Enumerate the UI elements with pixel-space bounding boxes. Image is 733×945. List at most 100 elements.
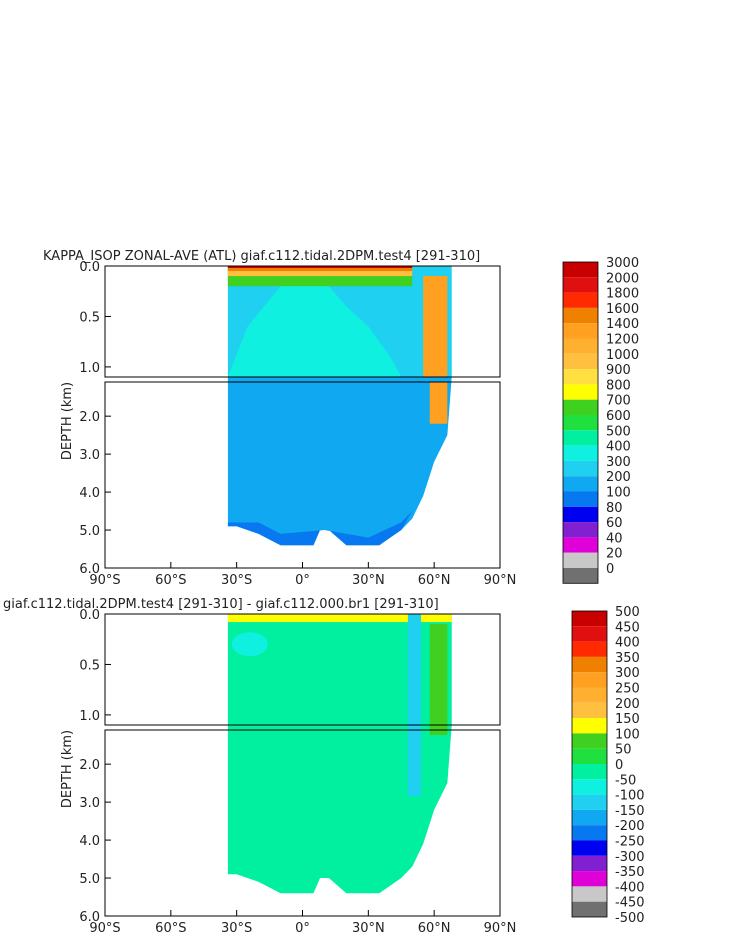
colorbar-swatch — [572, 809, 607, 826]
x-tick-label: 60°S — [155, 921, 186, 936]
field-lower — [227, 725, 452, 894]
colorbar-swatch — [563, 568, 598, 584]
y-tick-label: 4.0 — [79, 486, 100, 501]
colorbar-label: -450 — [615, 896, 645, 911]
y-tick-label: 2.0 — [79, 410, 100, 425]
colorbar-label: 600 — [606, 409, 631, 424]
x-tick-label: 90°S — [89, 573, 120, 588]
colorbar-label: 0 — [606, 562, 614, 577]
colorbar-swatch — [572, 901, 607, 917]
colorbar-frame — [571, 610, 608, 918]
anomaly-north — [429, 624, 448, 735]
chart-title: giaf.c112.tidal.2DPM.test4 [291-310] - g… — [3, 597, 439, 612]
colorbar-swatch — [572, 840, 607, 856]
colorbar-label: 2000 — [606, 271, 639, 286]
colorbar-label: -350 — [615, 865, 645, 880]
colorbar-swatch — [563, 522, 598, 538]
colorbar-swatch — [572, 855, 607, 872]
colorbar-label: 800 — [606, 378, 631, 393]
y-tick-label: 0.5 — [79, 658, 100, 673]
field-surface-band — [227, 266, 413, 277]
colorbar-swatch — [572, 779, 607, 795]
colorbar-swatch — [572, 641, 607, 657]
y-tick-label: 3.0 — [79, 796, 100, 811]
colorbar-swatch — [563, 307, 598, 324]
colorbar-label: -300 — [615, 850, 645, 865]
colorbar-swatch — [563, 292, 598, 308]
colorbar-swatch — [563, 323, 598, 339]
colorbar-label: 400 — [615, 636, 640, 651]
x-tick-label: 60°N — [418, 573, 451, 588]
colorbar-swatch — [572, 626, 607, 642]
colorbar-label: 1600 — [606, 302, 639, 317]
colorbar-label: 3000 — [606, 256, 639, 271]
y-tick-label: 0.0 — [79, 608, 100, 623]
y-tick-label: 3.0 — [79, 448, 100, 463]
colorbar-swatch — [563, 552, 598, 568]
colorbar-label: 100 — [606, 486, 631, 501]
colorbar-swatch — [563, 506, 598, 523]
colorbar-swatch — [572, 702, 607, 719]
x-tick-label: 0° — [295, 573, 310, 588]
colorbar-label: -500 — [615, 911, 645, 926]
field-surface-band — [227, 266, 413, 272]
colorbar-swatch — [563, 262, 598, 278]
colorbar-swatch — [572, 748, 607, 764]
colorbar-frame — [562, 261, 599, 584]
upper-panel: KAPPA_ISOP ZONAL-AVE (ATL) giaf.c112.tid… — [43, 249, 639, 588]
colorbar-swatch — [563, 430, 598, 446]
x-tick-label: 30°S — [221, 921, 252, 936]
x-tick-label: 30°S — [221, 573, 252, 588]
x-tick-label: 90°N — [484, 921, 517, 936]
y-tick-label: 4.0 — [79, 834, 100, 849]
colorbar-label: 50 — [615, 743, 632, 758]
colorbar-swatch — [572, 672, 607, 688]
colorbar-label: 500 — [606, 424, 631, 439]
y-tick-label: 6.0 — [79, 562, 100, 577]
field-north-column — [423, 276, 448, 377]
lower-panel: giaf.c112.tidal.2DPM.test4 [291-310] - g… — [3, 597, 645, 936]
colorbar-swatch — [563, 353, 598, 370]
colorbar-label: -50 — [615, 773, 636, 788]
plot-frame-upper — [104, 265, 501, 378]
y-tick-label: 0.0 — [79, 260, 100, 275]
field-north-column-deep — [429, 382, 448, 424]
colorbar-label: 1800 — [606, 287, 639, 302]
colorbar-swatch — [572, 733, 607, 749]
colorbar-label: 80 — [606, 501, 623, 516]
y-tick-label: 6.0 — [79, 910, 100, 925]
colorbar-swatch — [572, 611, 607, 627]
colorbar-swatch — [563, 491, 598, 507]
colorbar-label: -250 — [615, 835, 645, 850]
field-dome — [227, 276, 402, 377]
colorbar-label: 900 — [606, 363, 631, 378]
colorbar-swatch — [572, 871, 607, 887]
colorbar-swatch — [572, 825, 607, 841]
colorbar-label: 500 — [615, 605, 640, 620]
colorbar-label: 350 — [615, 651, 640, 666]
x-tick-label: 0° — [295, 921, 310, 936]
field-surface-band — [227, 266, 413, 269]
chart-title: KAPPA_ISOP ZONAL-AVE (ATL) giaf.c112.tid… — [43, 249, 480, 264]
colorbar-swatch — [572, 794, 607, 810]
colorbar-swatch — [563, 476, 598, 492]
y-tick-label: 0.5 — [79, 310, 100, 325]
y-tick-label: 1.0 — [79, 709, 100, 724]
colorbar-swatch — [563, 399, 598, 415]
colorbar-label: -200 — [615, 819, 645, 834]
colorbar-swatch — [563, 445, 598, 461]
field-lower — [227, 377, 452, 546]
colorbar-label: -100 — [615, 789, 645, 804]
y-tick-label: 5.0 — [79, 524, 100, 539]
colorbar-label: 200 — [606, 470, 631, 485]
colorbar-label: 250 — [615, 682, 640, 697]
colorbar-label: 1400 — [606, 317, 639, 332]
colorbar-label: 40 — [606, 531, 623, 546]
colorbar-swatch — [572, 886, 607, 902]
colorbar-label: 400 — [606, 440, 631, 455]
colorbar-label: -150 — [615, 804, 645, 819]
x-tick-label: 60°N — [418, 921, 451, 936]
field-deep — [227, 511, 413, 546]
colorbar-swatch — [563, 460, 598, 477]
colorbar-label: 20 — [606, 547, 623, 562]
